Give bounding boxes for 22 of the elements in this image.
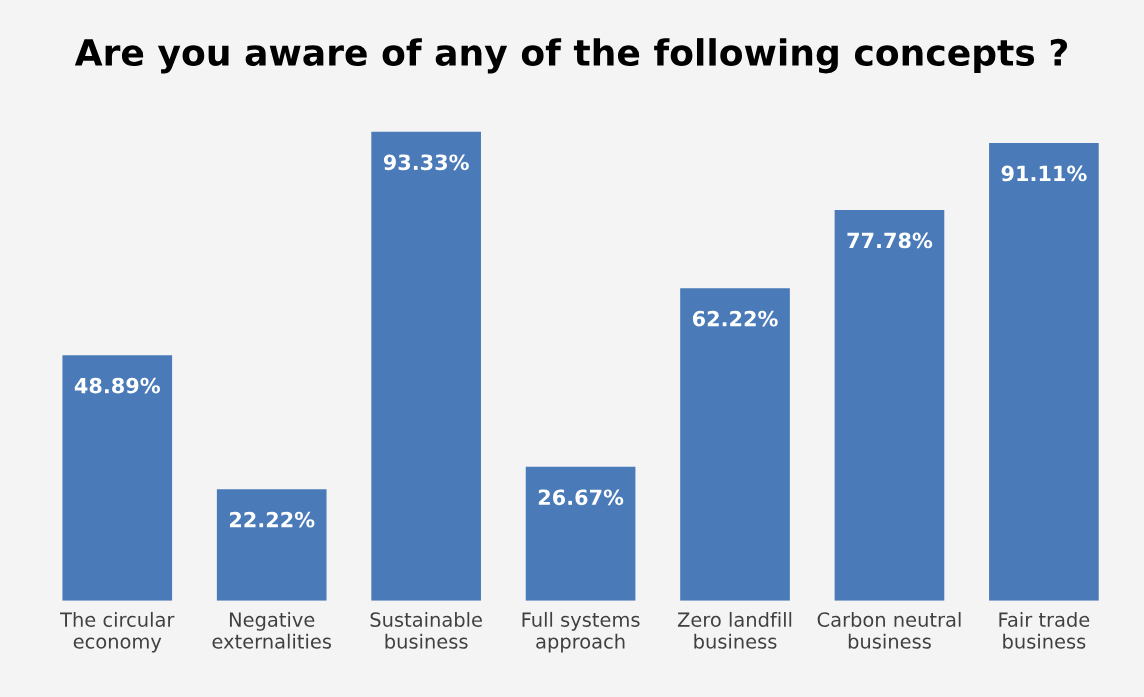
data-label: 93.33%	[383, 154, 469, 171]
bar	[989, 142, 1099, 601]
chart-title: Are you aware of any of the following concepts ?	[74, 38, 1068, 74]
bar	[680, 288, 790, 601]
data-label: 48.89%	[74, 377, 160, 394]
x-tick-label: Zero landfill business	[677, 611, 792, 649]
data-label: 62.22%	[692, 310, 778, 327]
bar	[216, 489, 327, 601]
bar	[834, 209, 945, 601]
x-tick-label: Carbon neutral business	[817, 611, 961, 649]
bar	[525, 466, 636, 601]
x-tick-label: The circular economy	[60, 611, 175, 653]
data-label: 77.78%	[847, 232, 933, 249]
x-tick-label: Fair trade business	[999, 611, 1090, 649]
bar	[371, 131, 481, 601]
x-tick-label: Negative externalities	[212, 611, 332, 649]
data-label: 91.11%	[1001, 165, 1087, 182]
x-tick-label: Full systems approach	[522, 611, 640, 653]
bar	[62, 355, 173, 601]
data-label: 22.22%	[229, 511, 315, 528]
x-tick-label: Sustainable business	[370, 611, 482, 649]
data-label: 26.67%	[538, 489, 624, 506]
